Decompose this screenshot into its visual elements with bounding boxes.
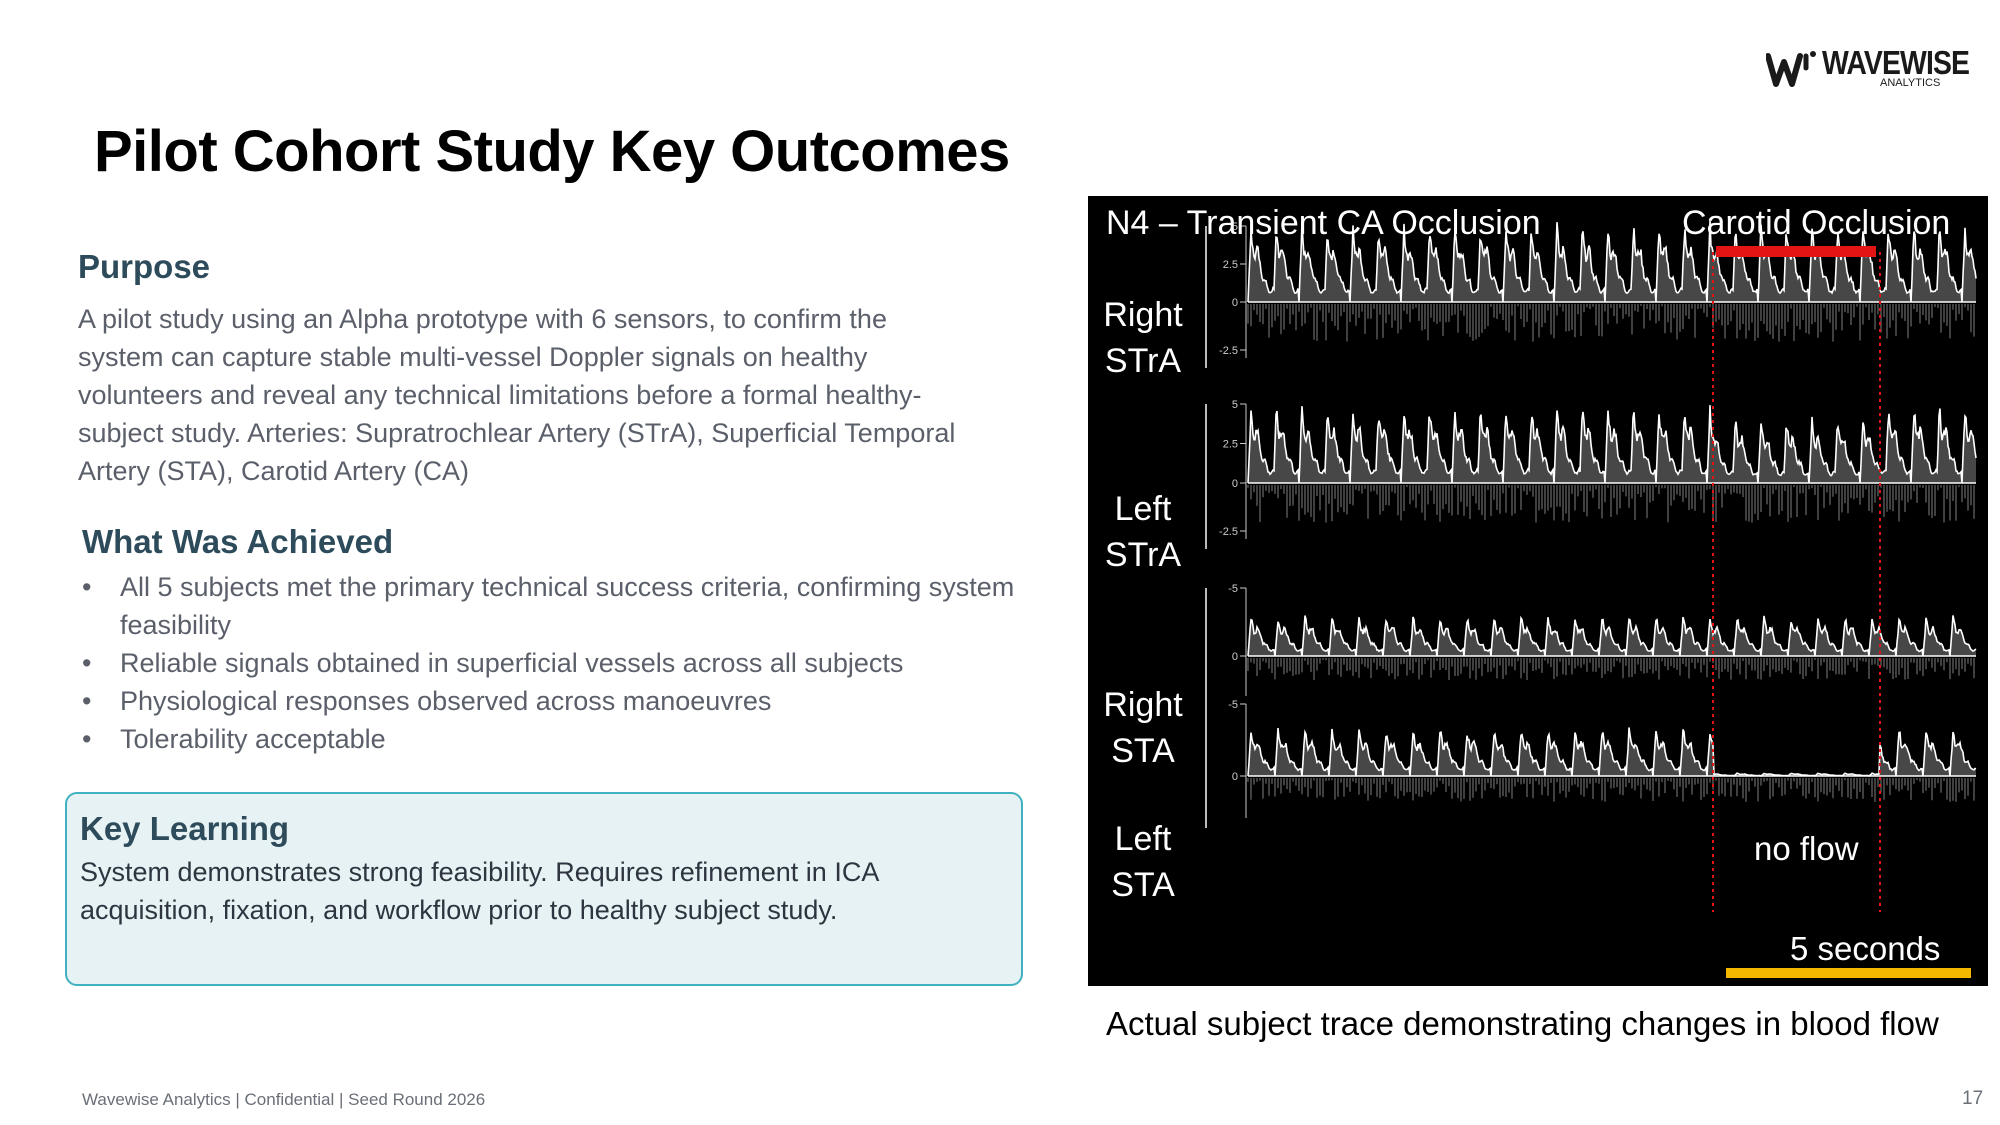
tick-label: 0 [1232, 651, 1238, 663]
tick-label: 0 [1232, 478, 1238, 490]
tick-label: 5 [1232, 399, 1238, 411]
key-learning-paragraph: System demonstrates strong feasibility. … [80, 853, 1010, 929]
purpose-paragraph: A pilot study using an Alpha prototype w… [78, 300, 1038, 490]
footer-text: Wavewise Analytics | Confidential | Seed… [82, 1090, 486, 1109]
doppler-waveforms: 5 2.5 0 -2.5 5 2.5 0 -2.5 -5 0 -5 0 [1205, 220, 1977, 912]
list-item: Physiological responses observed across … [82, 682, 1042, 720]
key-learning-box [65, 792, 1023, 986]
row-label-line: STA [1111, 866, 1175, 904]
purpose-line: subject study. Arteries: Supratrochlear … [78, 418, 956, 448]
spectral-noise [1247, 485, 1975, 523]
doppler-spectrum-fill [1248, 405, 1976, 483]
doppler-spectrum-fill [1248, 615, 1976, 656]
list-item: Reliable signals obtained in superficial… [82, 644, 1042, 682]
purpose-line: volunteers and reveal any technical limi… [78, 380, 922, 410]
purpose-line: system can capture stable multi-vessel D… [78, 342, 868, 372]
achieved-heading: What Was Achieved [82, 523, 394, 560]
time-scale-label: 5 seconds [1790, 930, 1941, 967]
key-learning-line: System demonstrates strong feasibility. … [80, 857, 880, 887]
figure-title: N4 – Transient CA Occlusion [1106, 204, 1541, 242]
tick-label: 5 [1232, 221, 1238, 233]
slide-title: Pilot Cohort Study Key Outcomes [94, 119, 1010, 184]
doppler-spectrum-fill [1248, 727, 1976, 776]
row-label-left-sta: Left STA [1088, 816, 1198, 908]
wave-logo-icon [1766, 51, 1816, 87]
row-label-right-sta: Right STA [1088, 682, 1198, 774]
tick-label: 2.5 [1223, 259, 1238, 271]
occlusion-bar [1716, 246, 1876, 257]
row-label-line: Left [1114, 820, 1172, 858]
row-label-line: STrA [1104, 342, 1182, 380]
achieved-list: All 5 subjects met the primary technical… [82, 568, 1042, 758]
doppler-waveform [1247, 615, 1977, 657]
tick-label: -2.5 [1219, 526, 1238, 538]
tick-label: -5 [1228, 699, 1238, 711]
purpose-heading: Purpose [78, 248, 211, 285]
tick-label: -2.5 [1219, 345, 1238, 357]
doppler-waveform [1247, 727, 1977, 777]
logo-brand-text: WAVEWISE [1822, 44, 1970, 81]
tick-label: 0 [1232, 297, 1238, 309]
key-learning-heading: Key Learning [80, 810, 290, 847]
row-label-line: STA [1111, 732, 1175, 770]
key-learning-line: acquisition, fixation, and workflow prio… [80, 895, 838, 925]
no-flow-label: no flow [1754, 830, 1859, 867]
row-label-right-stra: Right STrA [1088, 292, 1198, 384]
row-label-left-stra: Left STrA [1088, 486, 1198, 578]
doppler-waveform [1247, 220, 1977, 303]
spectral-noise [1247, 304, 1975, 342]
tick-label: 0 [1232, 771, 1238, 783]
figure-caption: Actual subject trace demonstrating chang… [1106, 1005, 1939, 1042]
company-logo: WAVEWISE ANALYTICS [1766, 44, 1970, 94]
doppler-spectrum-fill [1248, 220, 1976, 302]
row-label-line: Right [1103, 686, 1183, 724]
row-label-line: Left [1114, 490, 1172, 528]
spectral-noise [1247, 658, 1975, 680]
doppler-waveform [1247, 405, 1977, 484]
list-item: Tolerability acceptable [82, 720, 1042, 758]
tick-label: 2.5 [1223, 439, 1238, 451]
purpose-line: A pilot study using an Alpha prototype w… [78, 304, 887, 334]
page-number: 17 [1962, 1088, 1984, 1109]
spectral-noise [1247, 778, 1975, 802]
row-label-line: Right [1103, 296, 1183, 334]
list-item: All 5 subjects met the primary technical… [82, 568, 1042, 644]
time-scale-bar [1726, 968, 1971, 978]
row-label-line: STrA [1104, 536, 1182, 574]
tick-label: -5 [1228, 583, 1238, 595]
purpose-line: Artery (STA), Carotid Artery (CA) [78, 456, 470, 486]
occlusion-label: Carotid Occlusion [1682, 204, 1951, 242]
doppler-trace-figure: 5 2.5 0 -2.5 5 2.5 0 -2.5 -5 0 -5 0 N4 – Transient … [1088, 196, 1988, 986]
logo-sub-text: ANALYTICS [1880, 77, 1941, 89]
